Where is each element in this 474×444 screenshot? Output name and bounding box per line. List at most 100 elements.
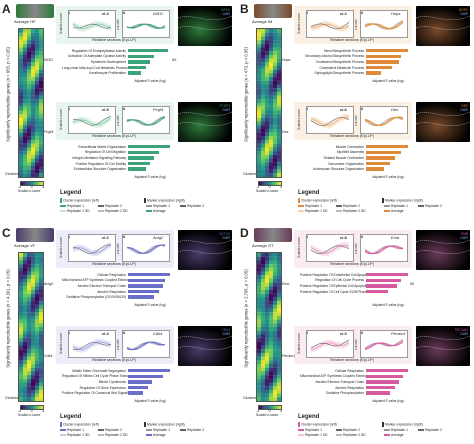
heatmap-cell bbox=[31, 297, 35, 302]
heatmap-cell bbox=[19, 349, 23, 353]
microscopy-svg bbox=[416, 15, 470, 30]
scaled-z-label: Scaled z-score bbox=[59, 332, 63, 354]
heatmap-cell bbox=[269, 151, 273, 155]
heatmap-cell bbox=[39, 330, 43, 335]
heatmap-cell bbox=[27, 99, 31, 104]
heatmap-cell bbox=[39, 293, 43, 298]
heatmap-cell bbox=[261, 125, 265, 129]
heatmap-cell bbox=[19, 51, 23, 55]
heatmap-cell bbox=[23, 165, 27, 170]
heatmap-cell bbox=[35, 173, 39, 178]
heatmap-cell bbox=[265, 323, 269, 328]
heatmap-cell bbox=[23, 162, 27, 166]
row-top: i ii cl.2 Hopx Scaled z-score z-score Relative… bbox=[240, 6, 472, 102]
heatmap-cell bbox=[31, 260, 35, 265]
legend-item-label: Replicate 1 bbox=[305, 204, 322, 208]
heatmap-cell bbox=[269, 334, 273, 339]
heatmap-cell bbox=[27, 77, 31, 81]
average-label: Average HP bbox=[14, 19, 36, 24]
line-plot-svg bbox=[72, 338, 112, 353]
heatmap-cell bbox=[35, 169, 39, 174]
marker-gene: Actg2 bbox=[153, 235, 164, 240]
microscopy-svg bbox=[416, 239, 470, 254]
heatmap-cell bbox=[35, 256, 39, 261]
go-row: Positive Regulation Of Canonical Wnt Sig… bbox=[62, 390, 174, 396]
heatmap-cell bbox=[27, 378, 31, 383]
go-x-label: Adjusted P-value (log) bbox=[134, 175, 166, 179]
heatmap-cell bbox=[265, 114, 269, 118]
heatmap-cell bbox=[19, 169, 23, 174]
heatmap-cell bbox=[269, 106, 273, 111]
heatmap-cell bbox=[277, 32, 281, 37]
heatmap-cell bbox=[273, 330, 277, 335]
heatmap-cell bbox=[23, 158, 27, 163]
plot-index-i: i bbox=[307, 106, 309, 111]
legend-item-label: Replicate 2 bbox=[425, 204, 442, 208]
heatmap-cell bbox=[277, 106, 281, 111]
go-term: Mitotic Sister Chromatid Segregation bbox=[72, 368, 126, 373]
cluster-plots: i ii cl.0 Pecam1 Scaled z-score z-score Relati… bbox=[296, 328, 410, 364]
go-row: Extracellular Structure Organization bbox=[62, 166, 174, 172]
heatmap-cell bbox=[35, 125, 39, 129]
legend-swatch bbox=[60, 434, 66, 437]
heatmap-cell bbox=[269, 375, 273, 379]
heatmap-cell bbox=[261, 386, 265, 390]
go-bar bbox=[128, 273, 170, 277]
heatmap-cell bbox=[273, 286, 277, 291]
heatmap-cell bbox=[35, 36, 39, 41]
go-row: Regulation Of Endopeptidase Activity bbox=[62, 48, 174, 54]
microscopy-image: HOPX DAPI bbox=[416, 6, 470, 46]
heatmap-cell bbox=[273, 40, 277, 44]
heatmap-cell bbox=[27, 36, 31, 41]
go-bar bbox=[366, 60, 399, 64]
microscopy-image: PCGF4 DAPI bbox=[178, 102, 232, 142]
heatmap-cell bbox=[261, 364, 265, 368]
heatmap-cell bbox=[35, 132, 39, 137]
heatmap-cell bbox=[261, 352, 265, 357]
microscopy-image: EMB DAPI bbox=[416, 230, 470, 270]
legend-item-label: Replicate 2 bbox=[105, 428, 122, 432]
legend-item-label: Replicate 1 bbox=[67, 204, 84, 208]
heatmap-cell bbox=[31, 275, 35, 279]
heatmap-cell bbox=[257, 121, 261, 126]
line-plot bbox=[68, 330, 116, 358]
heatmap-cell bbox=[35, 345, 39, 350]
heatmap-cell bbox=[269, 158, 273, 163]
heatmap-cell bbox=[277, 367, 281, 372]
heatmap-cell bbox=[261, 43, 265, 48]
heatmap-cell bbox=[269, 378, 273, 383]
go-term: Striated Muscle Contraction bbox=[323, 155, 365, 160]
heatmap-cell bbox=[27, 327, 31, 331]
heatmap-cell bbox=[35, 327, 39, 331]
heatmap-cell bbox=[39, 151, 43, 155]
heatmap-cell bbox=[27, 58, 31, 63]
heatmap-cell bbox=[19, 260, 23, 265]
cluster-heatmap bbox=[18, 28, 44, 178]
legend-swatch bbox=[180, 205, 186, 208]
heatmap-cell bbox=[39, 367, 43, 372]
heatmap-cell bbox=[257, 80, 261, 85]
heatmap-cell bbox=[31, 315, 35, 320]
heatmap-cell bbox=[19, 330, 23, 335]
heatmap-cell bbox=[265, 364, 269, 368]
legend-item-label: Replicate 2 bbox=[187, 428, 204, 432]
heatmap-cell bbox=[31, 378, 35, 383]
heatmap-cell bbox=[23, 389, 27, 394]
heatmap-cell bbox=[269, 397, 273, 402]
heatmap-cell bbox=[39, 356, 43, 361]
heatmap-cell bbox=[257, 319, 261, 324]
heatmap-cell bbox=[277, 169, 281, 174]
heatmap-cell bbox=[269, 356, 273, 361]
heatmap-cell bbox=[35, 382, 39, 387]
heatmap-cell bbox=[277, 80, 281, 85]
heatmap-cell bbox=[35, 278, 39, 283]
line-plot-svg bbox=[126, 244, 166, 255]
heatmap-cell bbox=[31, 352, 35, 357]
heatmap-cell bbox=[269, 386, 273, 390]
heatmap-cell bbox=[35, 330, 39, 335]
heatmap-cell bbox=[273, 32, 277, 37]
heatmap-cell bbox=[31, 147, 35, 152]
heatmap-cell bbox=[23, 91, 27, 96]
heatmap-cell bbox=[277, 264, 281, 268]
heatmap-cell bbox=[277, 162, 281, 166]
